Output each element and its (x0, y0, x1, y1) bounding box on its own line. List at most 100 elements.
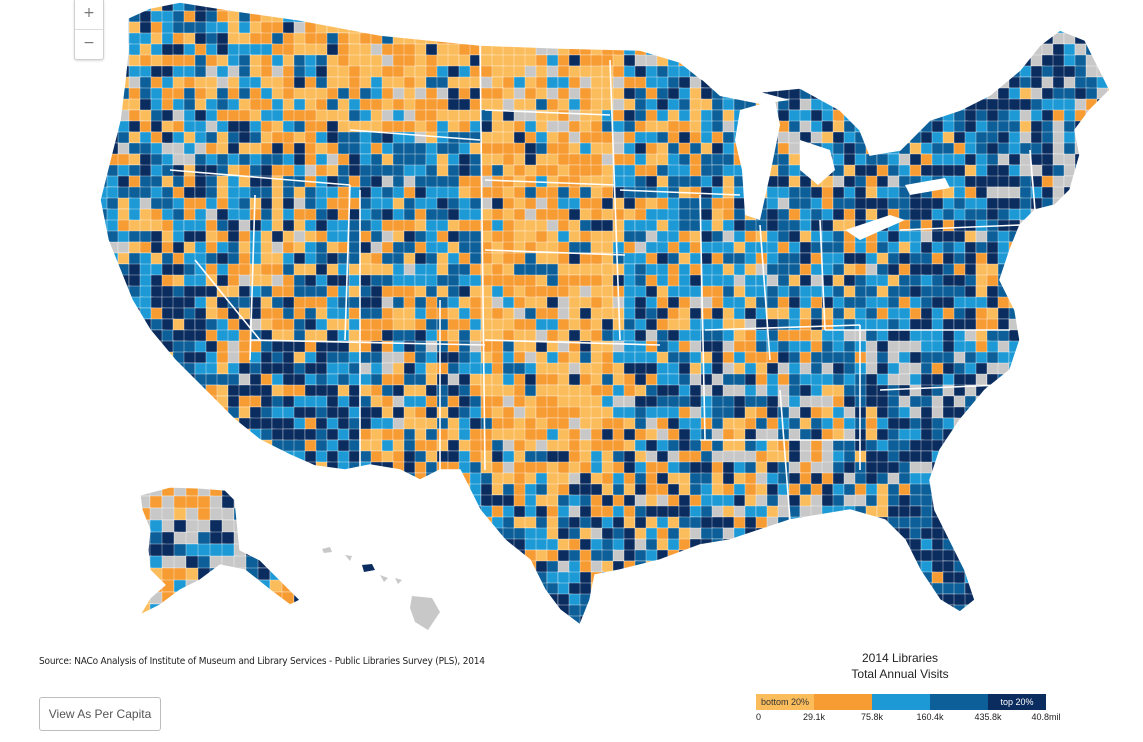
county-cell[interactable] (788, 296, 801, 310)
county-cell[interactable] (403, 197, 416, 211)
county-cell[interactable] (799, 373, 813, 386)
county-cell[interactable] (161, 406, 174, 420)
county-cell[interactable] (843, 98, 857, 111)
county-cell[interactable] (612, 373, 626, 387)
county-cell[interactable] (898, 10, 914, 25)
county-cell[interactable] (359, 483, 372, 499)
county-cell[interactable] (1074, 494, 1088, 509)
county-cell[interactable] (843, 0, 859, 12)
county-cell[interactable] (524, 21, 537, 37)
county-cell[interactable] (964, 406, 978, 422)
county-cell[interactable] (942, 43, 956, 59)
county-cell[interactable] (1052, 461, 1065, 474)
county-cell[interactable] (216, 21, 230, 34)
county-cell[interactable] (293, 505, 309, 518)
county-cell[interactable] (645, 307, 658, 321)
county-cell[interactable] (282, 109, 296, 122)
county-cell[interactable] (997, 87, 1011, 101)
county-cell[interactable] (612, 32, 625, 47)
county-cell[interactable] (161, 109, 174, 122)
county-cell[interactable] (799, 252, 812, 266)
county-cell[interactable] (854, 494, 867, 508)
county-cell[interactable] (612, 142, 625, 155)
county-cell[interactable] (315, 527, 328, 541)
county-cell[interactable] (843, 461, 856, 475)
county-cell[interactable] (821, 10, 837, 25)
county-cell[interactable] (1063, 241, 1078, 255)
county-cell[interactable] (282, 406, 296, 420)
county-cell[interactable] (1107, 351, 1121, 366)
county-cell[interactable] (667, 142, 680, 156)
county-cell[interactable] (381, 472, 395, 487)
county-cell[interactable] (183, 472, 199, 487)
county-cell[interactable] (1063, 395, 1077, 411)
county-cell[interactable] (898, 0, 911, 12)
county-cell[interactable] (436, 505, 450, 520)
county-cell[interactable] (777, 362, 790, 375)
county-cell[interactable] (1107, 516, 1120, 529)
county-cell[interactable] (766, 538, 779, 554)
county-cell[interactable] (777, 450, 790, 463)
county-cell[interactable] (1063, 461, 1077, 475)
county-cell[interactable] (502, 87, 516, 101)
county-cell[interactable] (304, 274, 318, 288)
county-cell[interactable] (898, 76, 913, 90)
county-cell[interactable] (139, 43, 153, 57)
county-cell[interactable] (711, 230, 724, 243)
county-cell[interactable] (986, 120, 999, 134)
county-cell[interactable] (447, 87, 460, 101)
county-cell[interactable] (392, 582, 407, 598)
county-cell[interactable] (326, 10, 341, 23)
county-cell[interactable] (1107, 362, 1119, 377)
county-cell[interactable] (601, 296, 614, 309)
county-cell[interactable] (282, 472, 298, 486)
county-cell[interactable] (997, 516, 1012, 532)
county-cell[interactable] (436, 527, 451, 543)
county-cell[interactable] (898, 560, 913, 575)
county-cell[interactable] (854, 109, 867, 124)
county-cell[interactable] (106, 417, 120, 431)
county-cell[interactable] (1107, 120, 1120, 136)
county-cell[interactable] (194, 417, 208, 433)
county-cell[interactable] (1107, 43, 1119, 56)
county-cell[interactable] (612, 87, 626, 101)
county-cell[interactable] (1008, 461, 1023, 474)
county-cell[interactable] (568, 21, 581, 34)
county-cell[interactable] (777, 296, 790, 309)
county-cell[interactable] (227, 461, 240, 476)
county-cell[interactable] (502, 571, 516, 585)
county-cell[interactable] (590, 131, 604, 144)
county-cell[interactable] (1085, 439, 1101, 455)
county-cell[interactable] (359, 461, 372, 476)
county-cell[interactable] (700, 10, 713, 26)
county-cell[interactable] (106, 0, 119, 14)
county-cell[interactable] (865, 373, 879, 387)
county-cell[interactable] (469, 560, 484, 575)
county-cell[interactable] (1074, 516, 1087, 532)
county-cell[interactable] (172, 120, 185, 133)
county-cell[interactable] (667, 582, 681, 598)
county-cell[interactable] (1063, 142, 1077, 156)
county-cell[interactable] (348, 571, 363, 584)
county-cell[interactable] (997, 384, 1010, 397)
county-cell[interactable] (469, 582, 485, 595)
county-cell[interactable] (546, 43, 560, 57)
county-cell[interactable] (293, 263, 306, 277)
county-cell[interactable] (1096, 54, 1111, 67)
county-cell[interactable] (590, 87, 603, 101)
county-cell[interactable] (359, 406, 373, 420)
county-cell[interactable] (601, 461, 615, 474)
county-cell[interactable] (502, 340, 515, 353)
county-cell[interactable] (293, 296, 307, 309)
county-cell[interactable] (128, 560, 143, 575)
county-cell[interactable] (238, 527, 252, 543)
county-cell[interactable] (161, 417, 176, 432)
county-cell[interactable] (1074, 296, 1087, 309)
county-cell[interactable] (788, 241, 801, 255)
county-cell[interactable] (1074, 571, 1088, 584)
county-cell[interactable] (1030, 252, 1043, 267)
county-cell[interactable] (524, 505, 538, 518)
county-cell[interactable] (843, 406, 857, 419)
county-cell[interactable] (348, 0, 363, 14)
county-cell[interactable] (139, 417, 155, 431)
